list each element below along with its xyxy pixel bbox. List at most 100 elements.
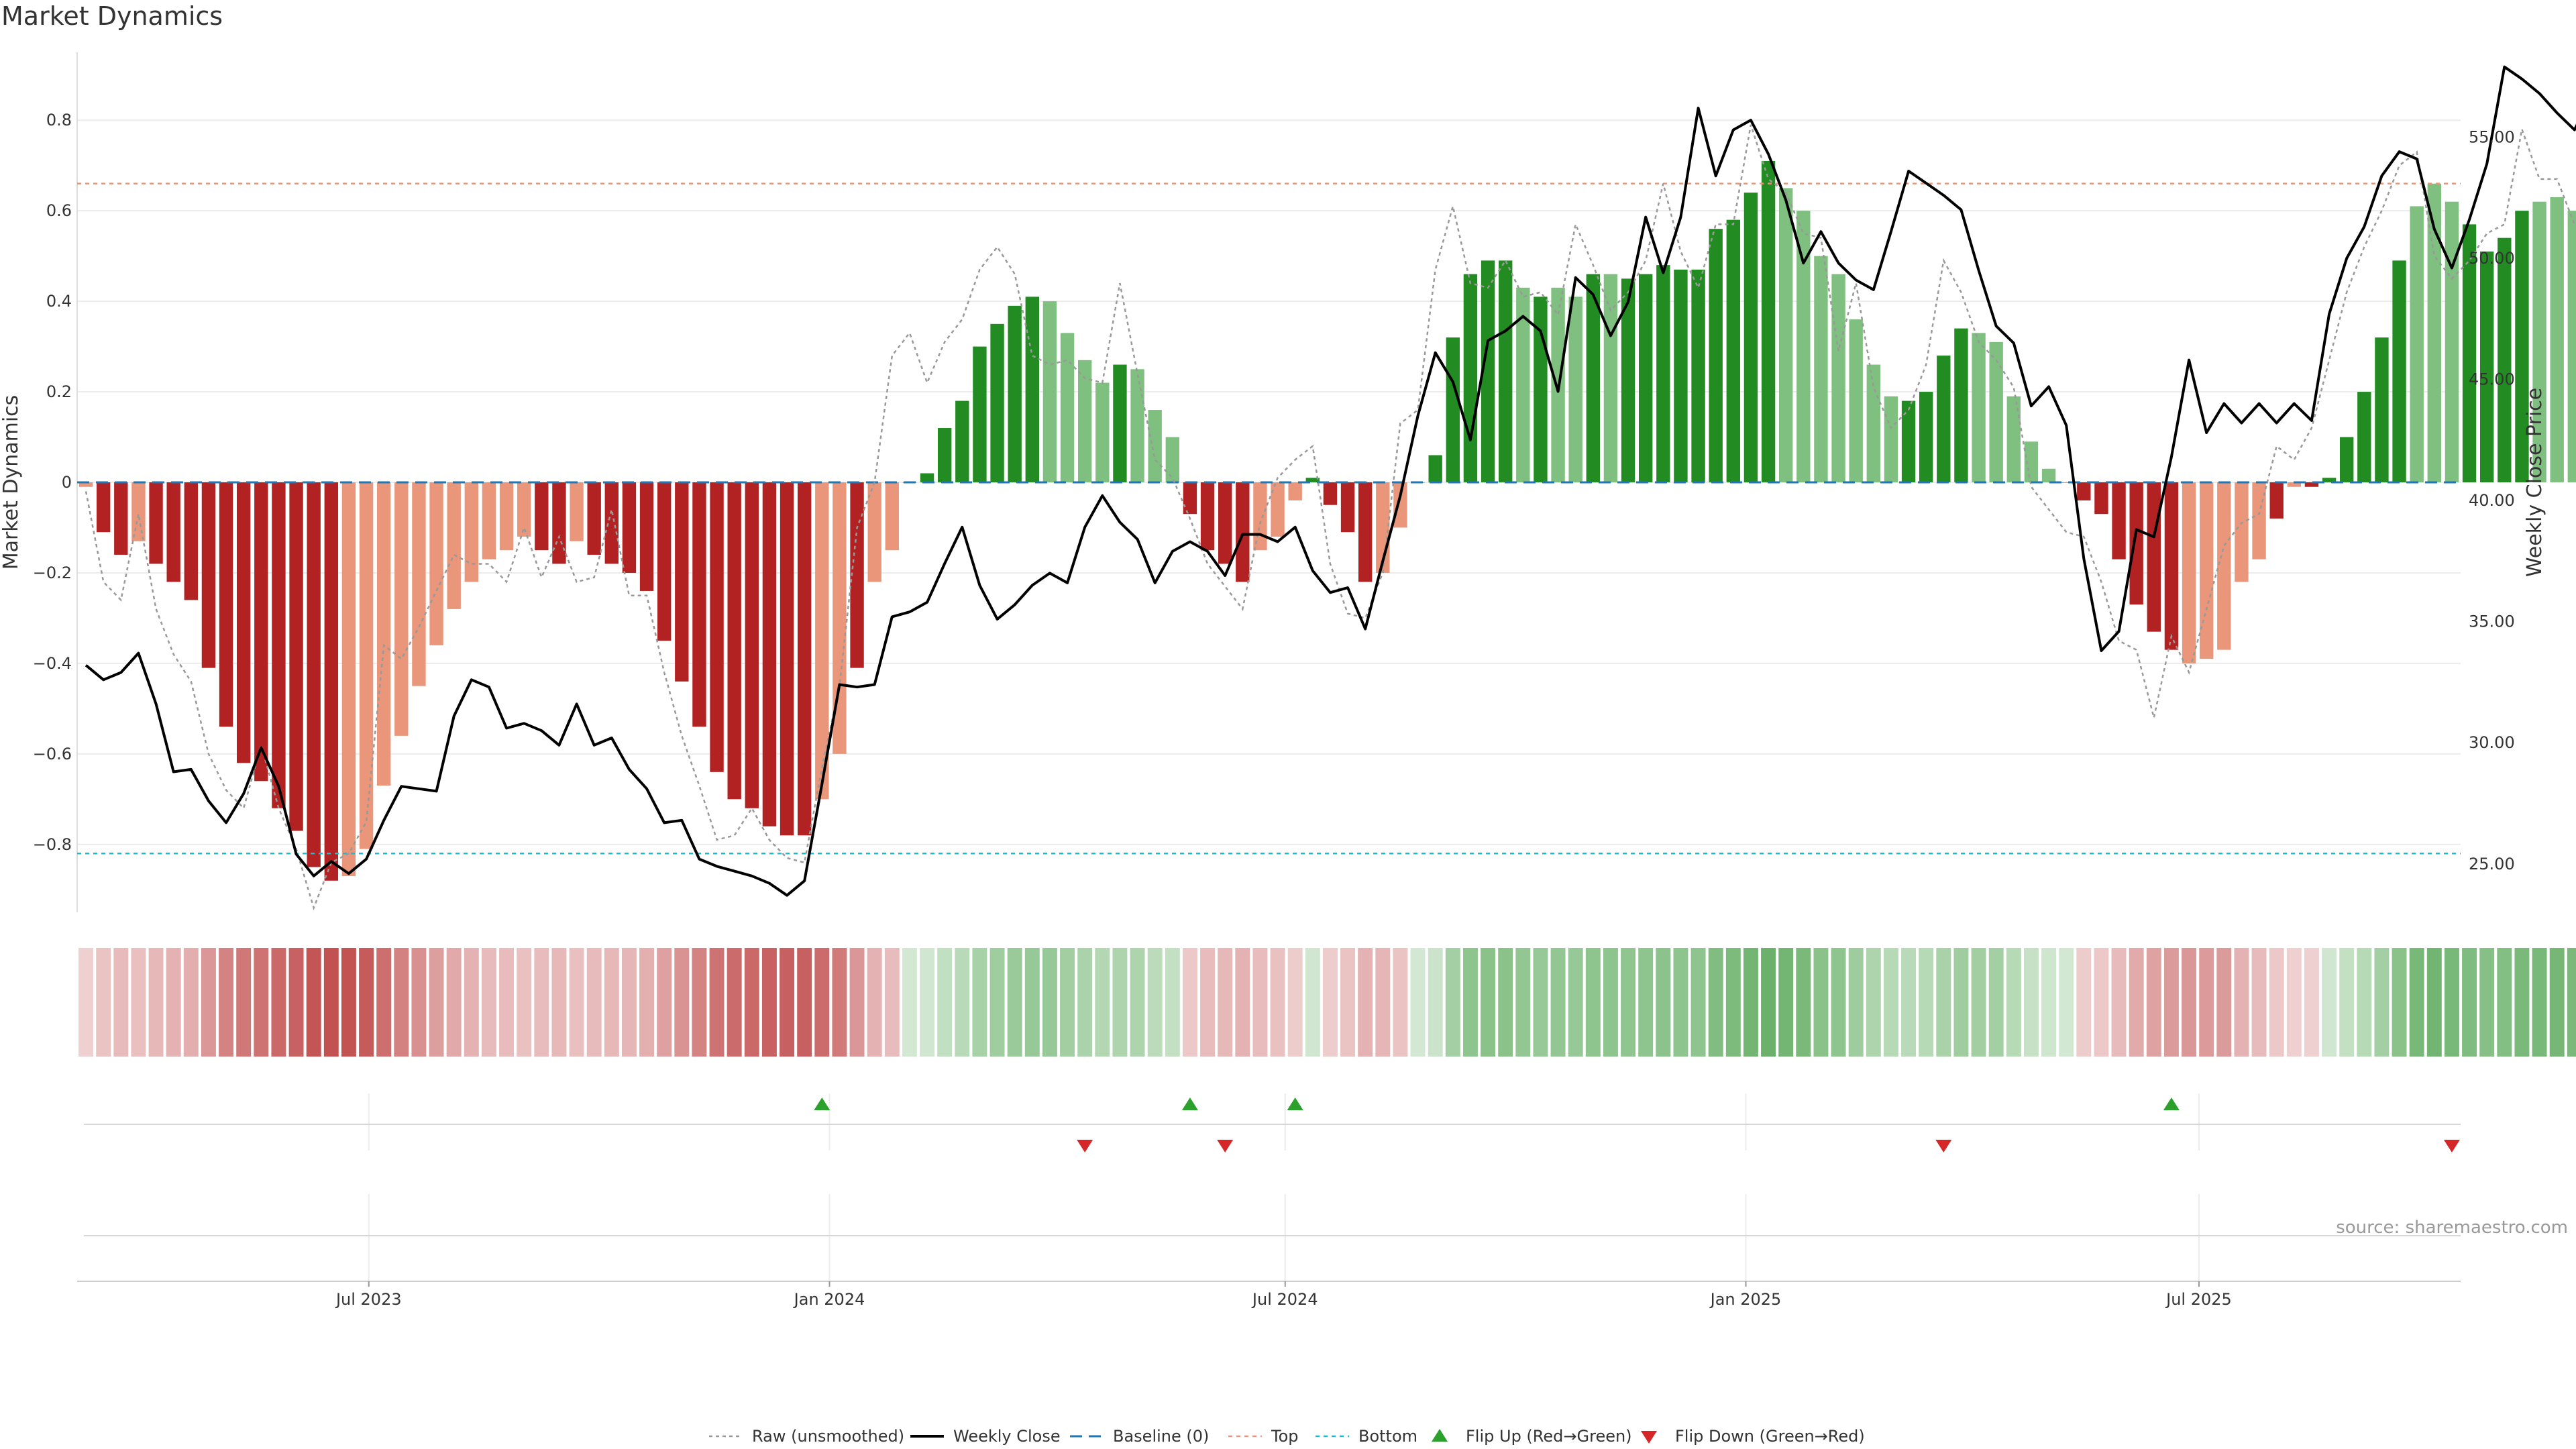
strip-cell [692,948,707,1057]
strip-cell [376,948,392,1057]
bar [1130,369,1144,482]
raw-line [85,124,2576,911]
strip-cell [131,948,146,1057]
bar [359,482,374,849]
strip-cell [727,948,742,1057]
bar [535,482,549,551]
strip-cell [2023,948,2039,1057]
x-tick-label: Jan 2025 [1709,1290,1782,1309]
strip-cell [429,948,444,1057]
strip-cell [341,948,356,1057]
bar [2164,482,2179,650]
bar [1796,211,1811,482]
bar [604,482,619,564]
right-tick-label: 50.00 [2469,249,2515,268]
bar [675,482,689,682]
bar [745,482,759,808]
legend-swatch [1432,1429,1448,1442]
bar [1778,188,1793,482]
bar [1919,392,1933,482]
bar [2077,482,2091,500]
strip-cell [183,948,199,1057]
flip-up-marker [1181,1097,1198,1110]
bar [1691,269,1705,482]
bar [570,482,584,541]
strip-cell [446,948,462,1057]
strip-cell [1778,948,1794,1057]
bar [482,482,496,559]
strip-cell [323,948,339,1057]
strip-cell [1866,948,1881,1057]
bar [412,482,426,686]
bar [815,482,829,800]
bar [1393,482,1407,528]
strip-cell [1305,948,1320,1057]
bar [184,482,199,600]
bar [2532,201,2546,482]
bar [2059,482,2074,483]
strip-cell [1848,948,1864,1057]
bar [1884,396,1898,482]
bar [1288,482,1302,500]
strip-cell [674,948,690,1057]
bar [324,482,339,881]
strip-cell [867,948,882,1057]
x-tick-label: Jan 2024 [793,1290,865,1309]
legend-swatch [1641,1431,1657,1444]
flip-up-marker [814,1097,830,1110]
bar [394,482,409,736]
strip-cell [1971,948,1986,1057]
bar [114,482,128,555]
bar [2550,197,2564,482]
bar [307,482,321,867]
bar [1008,305,1022,482]
strip-cell [2479,948,2495,1057]
bar [1463,274,1478,482]
bar [1761,160,1776,483]
flip-up-marker [2163,1097,2180,1110]
strip-cell [1919,948,1934,1057]
bar [885,482,900,551]
bar [1305,478,1320,482]
bar [1060,333,1075,482]
bar [1726,219,1741,482]
bar [254,482,268,782]
strip-cell [1130,948,1145,1057]
strip-cell [551,948,567,1057]
strip-cell [920,948,935,1057]
flip-markers [814,1097,2460,1152]
strip-cell [2182,948,2197,1057]
strip-cell [1936,948,1951,1057]
strip-cell [1340,948,1356,1057]
legend-item: Weekly Close [910,1427,1061,1446]
strip-cell [1621,948,1636,1057]
strip-cell [1182,948,1197,1057]
strip-cell [1603,948,1618,1057]
strip-cell [359,948,374,1057]
bar [1095,382,1110,482]
strip-cell [1235,948,1250,1057]
color-strip [78,948,2576,1057]
strip-cell [2251,948,2267,1057]
strip-cell [955,948,970,1057]
legend-item: Flip Up (Red→Green) [1432,1427,1632,1446]
bar [1656,265,1670,482]
source-credit: source: sharemaestro.com [2336,1218,2568,1238]
strip-cell [2146,948,2161,1057]
strip-cell [989,948,1005,1057]
strip-cell [1690,948,1706,1057]
bar [2322,478,2337,482]
right-tick-label: 30.00 [2469,733,2515,752]
left-tick-label: 0 [62,473,72,492]
x-tick-labels: Jul 2023 Jan 2024 Jul 2024 Jan 2025 Jul 2025 [335,1281,2232,1309]
bar [2269,482,2284,519]
strip-cell [394,948,409,1057]
strip-cell [1953,948,1969,1057]
bar [1743,193,1758,482]
bar [1481,260,1495,482]
strip-cell [2514,948,2530,1057]
bar [2375,337,2389,482]
strip-cell [621,948,637,1057]
bar [1323,482,1338,505]
bar [1709,229,1723,482]
